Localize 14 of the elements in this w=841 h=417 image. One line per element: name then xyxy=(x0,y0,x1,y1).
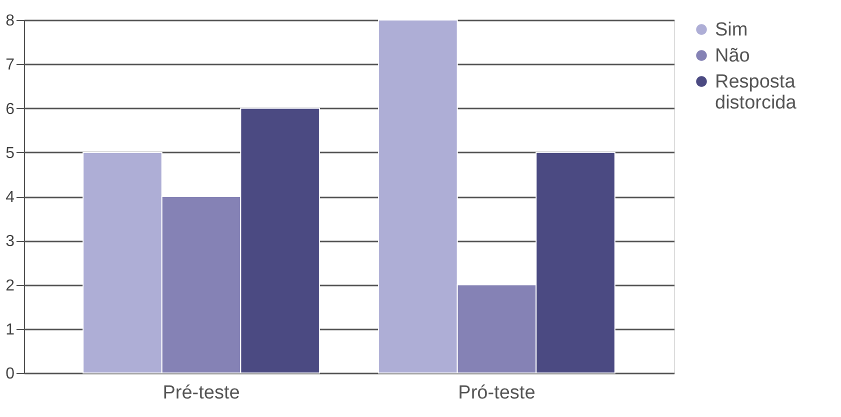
y-tick-label: 7 xyxy=(6,56,15,74)
y-tick-label: 8 xyxy=(6,12,15,30)
legend-label: Sim xyxy=(715,20,748,40)
x-tick-label: Pré-teste xyxy=(162,382,240,404)
y-tick-label: 1 xyxy=(6,321,15,338)
legend-label: Não xyxy=(715,46,750,66)
x-tick-label: Pró-teste xyxy=(458,382,536,404)
y-tick-label: 6 xyxy=(6,100,15,118)
y-tick-label: 0 xyxy=(6,366,15,382)
y-tick-label: 2 xyxy=(6,277,15,294)
y-tick-label: 4 xyxy=(6,189,15,206)
y-tick-label: 5 xyxy=(6,144,15,162)
y-tick-label: 3 xyxy=(6,233,15,250)
legend-label: Resposta distorcida xyxy=(715,72,797,114)
